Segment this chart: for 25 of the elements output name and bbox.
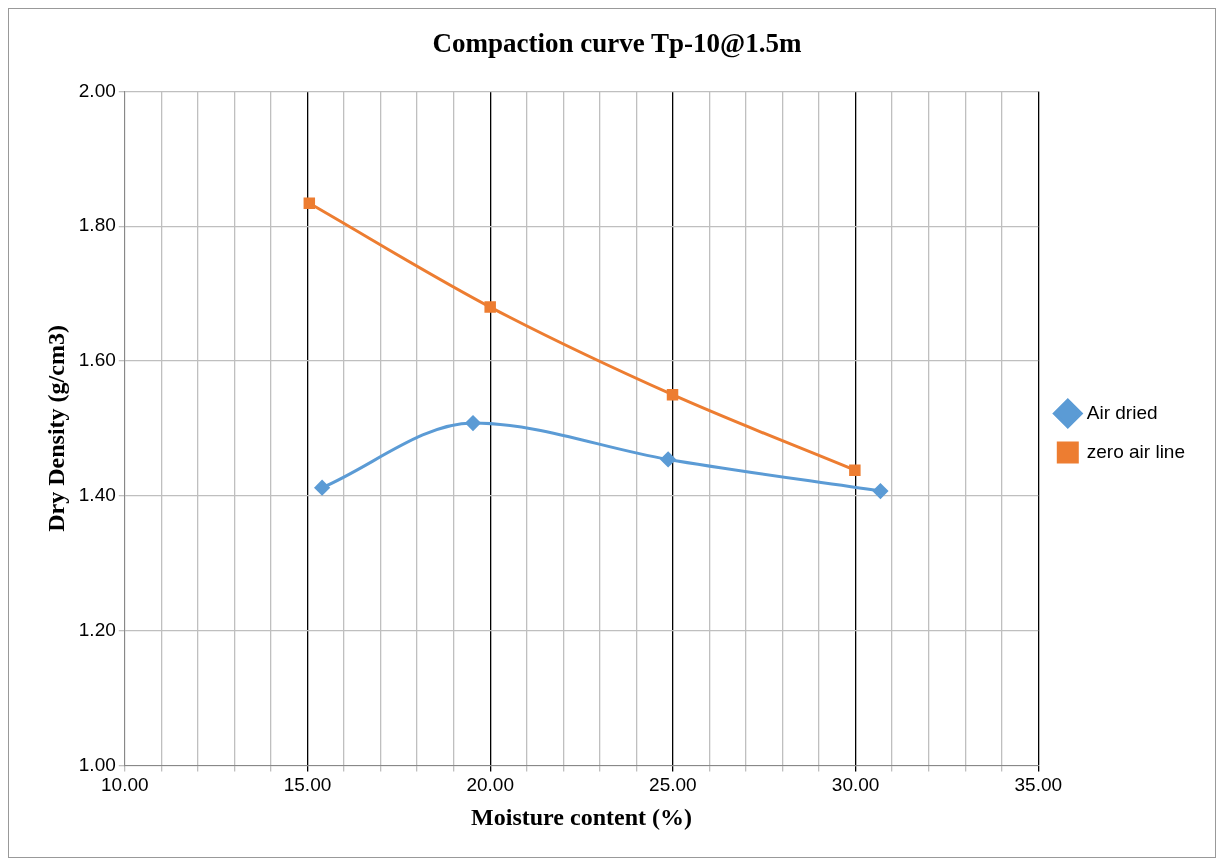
y-tick-label: 1.00 bbox=[78, 753, 116, 775]
x-tick-label: 35.00 bbox=[1014, 774, 1063, 796]
point bbox=[303, 197, 316, 210]
y-tick-label: 1.80 bbox=[78, 214, 116, 236]
point bbox=[660, 451, 676, 467]
y-tick-label: 1.40 bbox=[78, 484, 116, 506]
x-tick-label: 25.00 bbox=[649, 774, 697, 796]
point bbox=[666, 388, 679, 401]
point bbox=[849, 464, 861, 476]
x-tick-label: 20.00 bbox=[466, 774, 514, 796]
y-axis-title: Dry Density (g/cm3) bbox=[42, 325, 69, 532]
x-axis-title: Moisture content (%) bbox=[471, 803, 692, 830]
chart-title: Compaction curve Tp-10@1.5m bbox=[432, 28, 802, 59]
x-tick-label: 30.00 bbox=[831, 774, 880, 796]
x-tick-label: 15.00 bbox=[283, 774, 332, 796]
point bbox=[872, 483, 888, 499]
point bbox=[314, 480, 330, 496]
legend-label: Air dried bbox=[1086, 401, 1158, 423]
y-tick-label: 1.60 bbox=[78, 349, 116, 371]
point bbox=[465, 415, 481, 431]
y-tick-label: 1.20 bbox=[78, 618, 116, 640]
legend-label: zero air line bbox=[1086, 440, 1186, 462]
point bbox=[484, 301, 496, 313]
y-tick-label: 2.00 bbox=[78, 79, 116, 101]
x-tick-label: 10.00 bbox=[101, 774, 149, 796]
